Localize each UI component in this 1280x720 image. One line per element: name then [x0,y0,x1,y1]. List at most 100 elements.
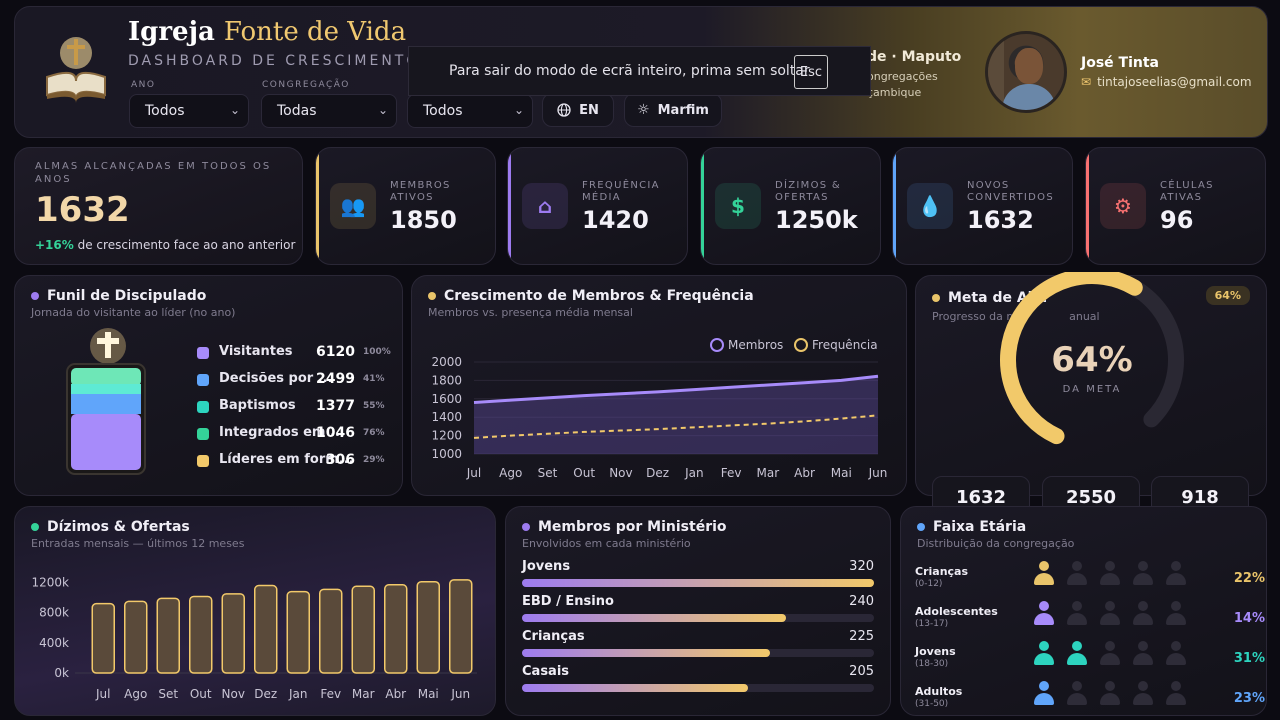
goal-gauge [1000,272,1184,445]
kpi-value: 96 [1160,206,1194,234]
x-tick-label: Jul [466,466,481,480]
church-location: de · Maputo [867,49,962,65]
x-tick-label: Fev [320,687,341,701]
tithes-title: Dízimos & Ofertas [31,519,190,535]
year-select[interactable]: Todos ⌄ [129,94,249,128]
congregation-select[interactable]: Todas ⌄ [261,94,397,128]
tithes-subtitle: Entradas mensais — últimos 12 meses [31,537,245,550]
ministry-track [522,579,874,587]
person-icon [1165,601,1187,629]
kpi-main-growth: +16% de crescimento face ao ano anterior [35,238,296,252]
ministry-track [522,649,874,657]
funnel-color-swatch [197,347,209,359]
age-group-range: (13-17) [915,619,949,629]
tithes-card: Dízimos & Ofertas Entradas mensais — últ… [14,506,496,716]
ministry-value: 205 [849,664,874,679]
age-group-name: Adolescentes [915,605,998,618]
funnel-row: Visitantes 6120 100% [197,344,397,364]
person-icon [1132,641,1154,669]
church-icon: ⌂ [522,183,568,229]
age-group-name: Adultos [915,685,963,698]
age-row: Crianças (0-12) 22% [915,561,1266,601]
globe-icon [557,103,571,117]
legend-frequency[interactable]: Frequência [794,338,878,352]
growth-title: Crescimento de Membros & Frequência [428,288,754,304]
funnel-row: Líderes em form... 306 29% [197,452,397,472]
x-tick-label: Ago [499,466,522,480]
person-icon [1033,601,1055,629]
x-tick-label: Jul [95,687,110,701]
kpi-value: 1850 [390,206,457,234]
chevron-down-icon: ⌄ [377,103,388,117]
drop-icon: 💧 [907,183,953,229]
kpi-card: $ DÍZIMOS & OFERTAS 1250k [700,147,881,265]
y-tick-label: 0k [54,666,69,680]
tithe-bar [91,602,115,674]
ministry-fill [522,649,770,657]
third-filter-select[interactable]: Todos ⌄ [407,94,533,128]
kpi-accent-bar [701,148,704,264]
ministry-name: Casais [522,664,570,679]
tithe-bar [156,597,180,674]
legend-members[interactable]: Membros [710,338,783,352]
funnel-stage-pct: 100% [363,347,391,357]
church-meta: ongregações çambique [867,70,938,99]
x-tick-label: Nov [609,466,632,480]
kpi-accent-bar [893,148,896,264]
toast-message: Para sair do modo de ecrã inteiro, prima… [449,63,810,79]
age-group-name: Jovens [915,645,956,658]
tithe-bar [416,581,440,674]
funnel-stage-value: 2499 [316,371,355,387]
ministry-fill [522,579,874,587]
language-toggle[interactable]: EN [542,93,614,127]
person-icon [1099,641,1121,669]
funnel-stage-name: Decisões por ... [219,371,333,386]
funnel-color-swatch [197,374,209,386]
ages-subtitle: Distribuição da congregação [917,537,1075,550]
ministry-row: Crianças 225 [522,629,874,659]
funnel-color-swatch [197,401,209,413]
ministry-row: Jovens 320 [522,559,874,589]
goal-card: Meta de Alm Progresso da m anual 64% 64% … [915,272,1267,496]
x-tick-label: Jun [450,687,470,701]
person-icon [1099,561,1121,589]
funnel-stage-value: 306 [325,452,355,468]
funnel-stage-name: Baptismos [219,398,296,413]
person-icon [1132,681,1154,709]
header-card: Igreja Fonte de Vida DASHBOARD DE CRESCI… [14,6,1268,138]
ministry-value: 240 [849,594,874,609]
ministry-value: 320 [849,559,874,574]
chevron-down-icon: ⌄ [513,103,524,117]
esc-key: Esc [794,55,828,89]
person-icon [1033,681,1055,709]
tithes-bar-chart: 1200k 800k 400k 0k Jul Ago Set Out Nov Dez Jan Fev M… [32,576,477,701]
filter-label-congregation: CONGREGAÇÃO [262,80,350,90]
person-icon [1066,601,1088,629]
theme-toggle[interactable]: ☼ Marfim [624,93,722,127]
ages-card: Faixa Etária Distribuição da congregação… [900,506,1267,716]
y-tick-label: 1400 [431,410,462,424]
growth-card: Crescimento de Membros & Frequência Memb… [411,275,907,496]
y-tick-label: 2000 [431,355,462,369]
tithe-bar [286,590,310,674]
x-tick-label: Dez [646,466,669,480]
gauge-fill [1000,272,1143,445]
person-icon [1033,561,1055,589]
goal-value: 64% [1051,340,1133,380]
ministry-fill [522,614,786,622]
avatar[interactable] [985,31,1067,113]
page-subtitle: DASHBOARD DE CRESCIMENTO [128,53,421,69]
ministry-name: Jovens [522,559,571,574]
kpi-label: CÉLULAS ATIVAS [1160,180,1214,203]
funnel-stage-pct: 76% [363,428,385,438]
ministry-track [522,614,874,622]
ministries-card: Membros por Ministério Envolvidos em cad… [505,506,891,716]
kpi-label: NOVOS CONVERTIDOS [967,180,1054,203]
age-group-range: (18-30) [915,659,949,669]
ministry-value: 225 [849,629,874,644]
kpi-main-value: 1632 [35,190,130,230]
person-icon [1066,641,1088,669]
tithe-bar [189,595,213,674]
x-tick-label: Out [573,466,595,480]
kpi-value: 1632 [967,206,1034,234]
